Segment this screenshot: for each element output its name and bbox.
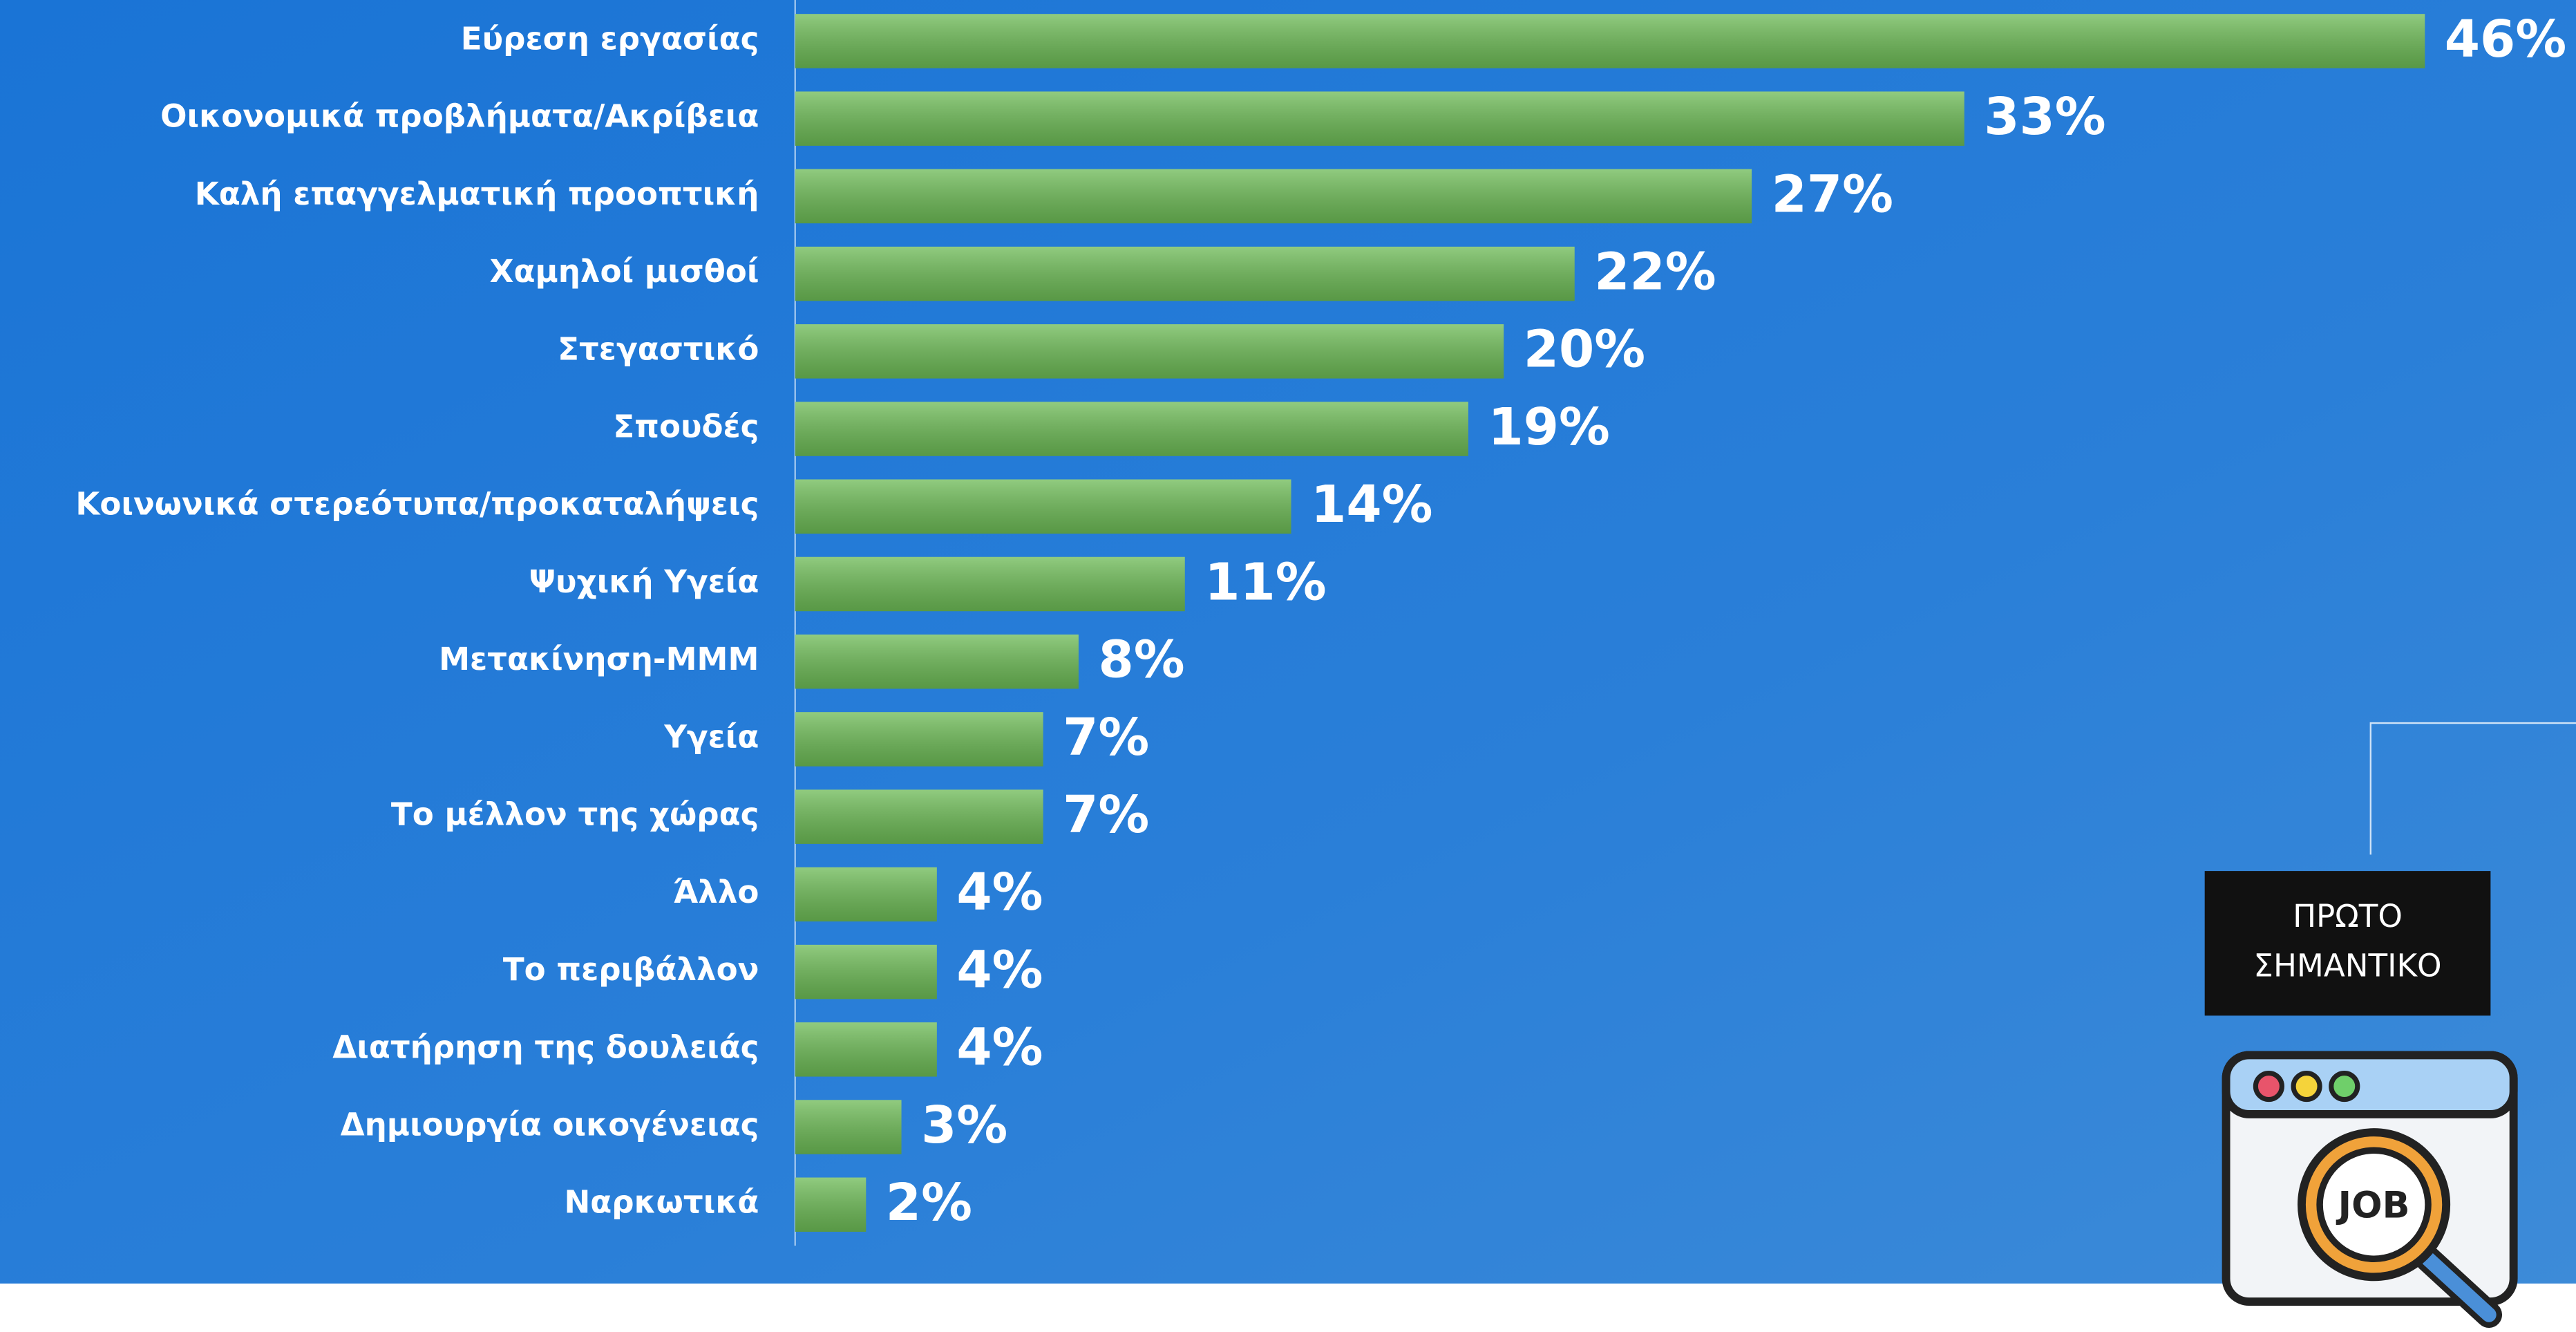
value-label: 19% xyxy=(1488,398,1609,457)
icon-text: JOB xyxy=(2336,1184,2410,1226)
category-label: Ψυχική Υγεία xyxy=(529,563,759,600)
bar xyxy=(795,1100,902,1154)
value-label: 7% xyxy=(1063,786,1149,845)
category-label: Εύρεση εργασίας xyxy=(461,20,759,57)
icon-dot xyxy=(2255,1073,2282,1100)
bar xyxy=(795,14,2425,68)
category-label: Δημιουργία οικογένειας xyxy=(341,1107,759,1143)
bar xyxy=(795,169,1752,223)
category-label: Μετακίνηση-ΜΜΜ xyxy=(439,641,759,677)
category-label: Υγεία xyxy=(663,718,759,755)
value-label: 7% xyxy=(1063,709,1149,767)
category-label: Άλλο xyxy=(673,874,759,910)
bar xyxy=(795,557,1185,611)
bar xyxy=(795,324,1504,378)
value-label: 4% xyxy=(956,1019,1043,1078)
note-box xyxy=(2205,871,2491,1015)
value-label: 46% xyxy=(2445,10,2566,69)
bar xyxy=(795,480,1291,534)
value-label: 20% xyxy=(1524,321,1645,379)
value-label: 27% xyxy=(1772,165,1893,224)
bar xyxy=(795,1022,937,1076)
bar xyxy=(795,867,937,921)
icon-dot xyxy=(2331,1073,2358,1100)
category-label: Στεγαστικό xyxy=(558,330,759,367)
category-label: Χαμηλοί μισθοί xyxy=(490,253,759,290)
category-label: Σπουδές xyxy=(613,409,759,445)
note-text: ΣΗΜΑΝΤΙΚΟ xyxy=(2253,947,2441,984)
value-label: 8% xyxy=(1098,631,1184,690)
category-label: Καλή επαγγελματική προοπτική xyxy=(195,176,759,212)
bar xyxy=(795,402,1468,456)
bar xyxy=(795,91,1964,145)
bar xyxy=(795,712,1043,766)
icon-dot xyxy=(2293,1073,2320,1100)
value-label: 22% xyxy=(1594,243,1716,301)
category-label: Ναρκωτικά xyxy=(564,1184,759,1221)
chart: ΠΡΩΤΟ ΣΗΜΑΝΤΙΚΟ JOB Εύρεση εργασίας 46% Οι… xyxy=(0,0,2576,1332)
bar xyxy=(795,1178,866,1232)
value-label: 2% xyxy=(886,1174,972,1232)
category-label: Διατήρηση της δουλειάς xyxy=(332,1029,759,1065)
value-label: 14% xyxy=(1311,476,1432,534)
value-label: 3% xyxy=(921,1096,1007,1155)
bar xyxy=(795,789,1043,843)
bar xyxy=(795,635,1079,688)
page: {"chart_data": {"type": "barh", "categor… xyxy=(0,0,2576,1332)
value-label: 4% xyxy=(956,863,1043,922)
bar xyxy=(795,945,937,999)
note-text: ΠΡΩΤΟ xyxy=(2293,898,2403,935)
job-icon: JOB xyxy=(2226,1055,2514,1315)
value-label: 33% xyxy=(1984,88,2105,147)
value-label: 4% xyxy=(956,941,1043,1000)
bar xyxy=(795,247,1575,301)
category-label: Κοινωνικά στερεότυπα/προκαταλήψεις xyxy=(75,486,759,523)
value-label: 11% xyxy=(1204,553,1326,612)
category-label: Οικονομικά προβλήματα/Ακρίβεια xyxy=(160,98,759,135)
category-label: Το περιβάλλον xyxy=(503,951,759,988)
category-label: Το μέλλον της χώρας xyxy=(391,796,759,833)
